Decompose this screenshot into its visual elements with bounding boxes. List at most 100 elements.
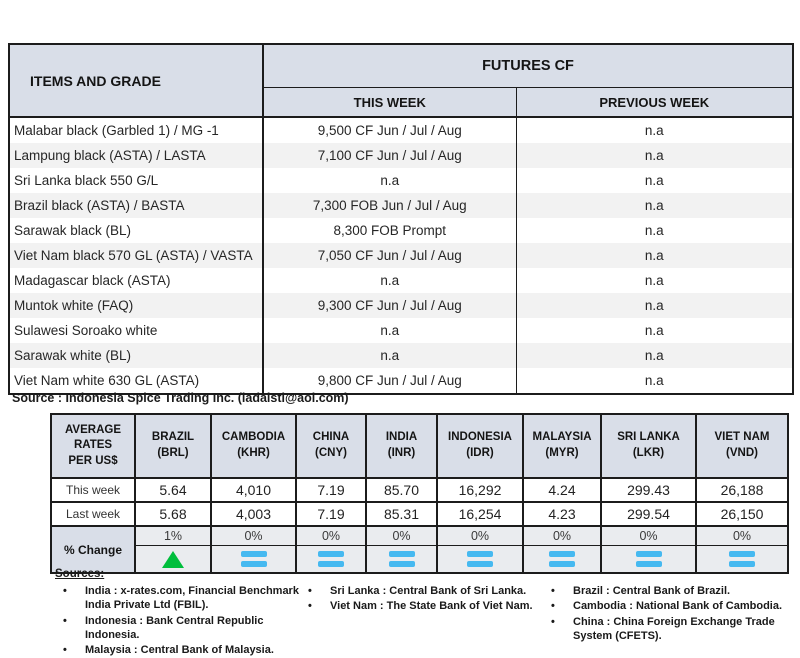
this-week-value: 9,800 CF Jun / Jul / Aug [263, 368, 517, 394]
rates-header-row: AVERAGE RATES PER US$ BRAZIL (BRL) CAMBOD… [50, 413, 789, 479]
rate-value: 26,188 [695, 477, 789, 503]
rate-value: 5.64 [134, 477, 212, 503]
currency-code: (VND) [726, 447, 758, 459]
source-item: Malaysia : Central Bank of Malaysia. [55, 643, 300, 658]
rate-value: 26,150 [695, 501, 789, 527]
this-week-value: 7,100 CF Jun / Jul / Aug [263, 143, 517, 168]
source-item: China : China Foreign Exchange Trade Sys… [543, 615, 795, 644]
item-name: Sulawesi Soroako white [9, 318, 264, 343]
table-row: Madagascar black (ASTA) n.a n.a [9, 268, 793, 293]
country-name: BRAZIL [151, 431, 195, 444]
sources-column-3: Brazil : Central Bank of Brazil. Cambodi… [543, 584, 795, 644]
this-week-value: 7,050 CF Jun / Jul / Aug [263, 243, 517, 268]
previous-week-value: n.a [644, 273, 664, 288]
trend-flat-icon [297, 546, 365, 572]
source-item: Brazil : Central Bank of Brazil. [543, 584, 795, 599]
previous-week-value: n.a [644, 248, 664, 263]
item-name: Brazil black (ASTA) / BASTA [9, 193, 264, 218]
items-and-grade-header: ITEMS AND GRADE [9, 44, 264, 118]
futures-cf-header: FUTURES CF [263, 44, 793, 88]
rate-value: 85.70 [365, 477, 438, 503]
item-name: Sri Lanka black 550 G/L [9, 168, 264, 193]
item-name: Madagascar black (ASTA) [9, 268, 264, 293]
source-item: Sri Lanka : Central Bank of Sri Lanka. [300, 584, 538, 599]
pct-change-value: 0% [295, 525, 367, 546]
previous-week-value: n.a [644, 348, 664, 363]
country-name: VIET NAM [714, 431, 770, 444]
table-row: Malabar black (Garbled 1) / MG -1 9,500 … [9, 117, 793, 143]
trend-flat-icon [697, 546, 787, 572]
pct-change-value: 0% [600, 525, 697, 546]
rate-value: 4,003 [210, 501, 297, 527]
previous-week-value: n.a [644, 198, 664, 213]
this-week-value: 8,300 FOB Prompt [263, 218, 517, 243]
previous-week-value: n.a [644, 298, 664, 313]
pct-change-row: % Change 1% 0% 0% 0% 0% 0% 0% 0% [50, 525, 789, 574]
rate-value: 85.31 [365, 501, 438, 527]
pct-change-value: 0% [365, 525, 438, 546]
country-header: INDONESIA (IDR) [436, 413, 524, 479]
country-name: INDIA [385, 431, 418, 444]
previous-week-value: n.a [644, 148, 664, 163]
source-item: Indonesia : Bank Central Republic Indone… [55, 614, 300, 643]
row-label: This week [50, 477, 136, 503]
trend-cell [295, 545, 367, 574]
trend-cell [365, 545, 438, 574]
source-item: India : x-rates.com, Financial Benchmark… [55, 584, 300, 613]
country-name: MALAYSIA [532, 431, 592, 444]
table-row: Viet Nam black 570 GL (ASTA) / VASTA 7,0… [9, 243, 793, 268]
source-item: Viet Nam : The State Bank of Viet Nam. [300, 599, 538, 614]
rate-value: 299.43 [600, 477, 697, 503]
rate-value: 5.68 [134, 501, 212, 527]
trend-cell [695, 545, 789, 574]
previous-week-value: n.a [644, 323, 664, 338]
trend-row [51, 545, 789, 574]
trend-flat-icon [602, 546, 695, 572]
previous-week-header: PREVIOUS WEEK [516, 87, 793, 118]
trend-cell [600, 545, 697, 574]
trend-cell [522, 545, 602, 574]
pct-change-value: 0% [522, 525, 602, 546]
table-row: Brazil black (ASTA) / BASTA 7,300 FOB Ju… [9, 193, 793, 218]
currency-code: (INR) [387, 447, 416, 459]
rate-value: 16,254 [436, 501, 524, 527]
currency-code: (IDR) [466, 447, 494, 459]
sources-heading: Sources: [55, 568, 105, 580]
table-subheader-row: THIS WEEK PREVIOUS WEEK [9, 87, 793, 118]
pct-change-value: 0% [695, 525, 789, 546]
trend-cell [436, 545, 524, 574]
last-week-row: Last week 5.68 4,003 7.19 85.31 16,254 4… [50, 501, 789, 527]
currency-code: (CNY) [315, 447, 347, 459]
row-label: Last week [50, 501, 136, 527]
pct-change-value: 0% [210, 525, 297, 546]
pct-change-value: 1% [134, 525, 212, 546]
table-header-row: ITEMS AND GRADE FUTURES CF [9, 44, 793, 118]
item-name: Viet Nam white 630 GL (ASTA) [9, 368, 264, 394]
country-name: SRI LANKA [617, 431, 680, 444]
trend-flat-icon [524, 546, 600, 572]
country-header: VIET NAM (VND) [695, 413, 789, 479]
currency-code: (LKR) [632, 447, 665, 459]
this-week-value: n.a [263, 268, 517, 293]
item-name: Sarawak black (BL) [9, 218, 264, 243]
table-row: Muntok white (FAQ) 9,300 CF Jun / Jul / … [9, 293, 793, 318]
country-header: INDIA (INR) [365, 413, 438, 479]
pct-change-value: 0% [436, 525, 524, 546]
item-name: Malabar black (Garbled 1) / MG -1 [9, 117, 264, 143]
this-week-value: n.a [263, 168, 517, 193]
previous-week-value: n.a [644, 223, 664, 238]
this-week-row: This week 5.64 4,010 7.19 85.70 16,292 4… [50, 477, 789, 503]
previous-week-value: n.a [644, 173, 664, 188]
pct-change-label: % Change [50, 525, 136, 574]
country-header: BRAZIL (BRL) [134, 413, 212, 479]
country-header: SRI LANKA (LKR) [600, 413, 697, 479]
rates-table: AVERAGE RATES PER US$ BRAZIL (BRL) CAMBOD… [50, 413, 789, 574]
currency-code: (KHR) [237, 447, 270, 459]
this-week-header: THIS WEEK [263, 87, 517, 118]
country-name: CHINA [312, 431, 350, 444]
trend-flat-icon [367, 546, 436, 572]
country-name: CAMBODIA [221, 431, 286, 444]
table-row: Lampung black (ASTA) / LASTA 7,100 CF Ju… [9, 143, 793, 168]
this-week-value: n.a [263, 318, 517, 343]
trend-up-icon [136, 546, 210, 572]
